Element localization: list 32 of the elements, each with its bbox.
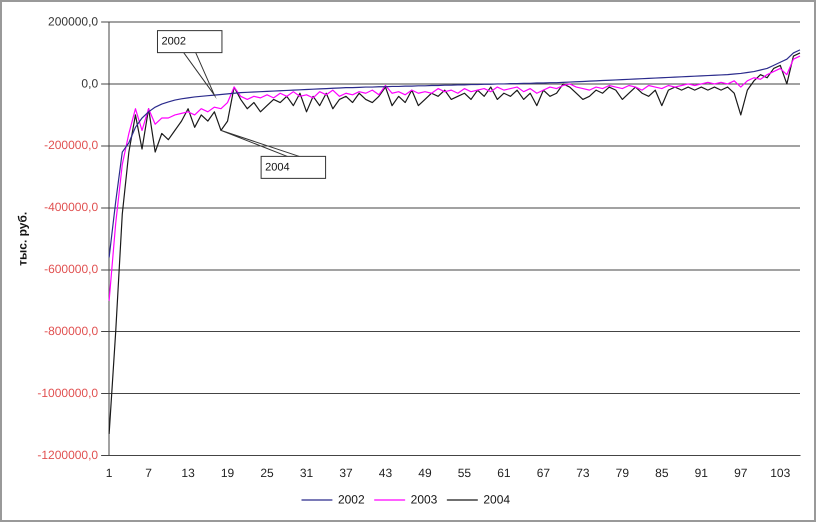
x-tick-label: 13: [181, 466, 196, 480]
x-tick-label: 49: [418, 466, 432, 480]
x-tick-label: 67: [536, 466, 550, 480]
x-tick-label: 19: [220, 466, 235, 480]
y-tick-label: 0,0: [81, 76, 98, 90]
x-tick-label: 103: [770, 466, 791, 480]
x-tick-label: 73: [576, 466, 590, 480]
annotation: 2002: [161, 36, 186, 48]
y-tick-label: -800000,0: [44, 324, 98, 338]
y-tick-label: -600000,0: [44, 262, 98, 276]
x-tick-label: 31: [300, 466, 314, 480]
legend-label: 2004: [483, 492, 510, 506]
x-tick-label: 91: [694, 466, 708, 480]
y-tick-label: -1200000,0: [37, 448, 98, 462]
y-tick-label: -200000,0: [44, 138, 98, 152]
x-tick-label: 43: [378, 466, 392, 480]
x-tick-label: 1: [106, 466, 113, 480]
y-tick-label: -1000000,0: [37, 386, 98, 400]
y-tick-label: -400000,0: [44, 200, 98, 214]
x-tick-label: 85: [655, 466, 669, 480]
legend-label: 2003: [410, 492, 438, 506]
x-tick-label: 79: [616, 466, 630, 480]
annotation: 2004: [265, 161, 290, 174]
x-tick-label: 61: [497, 466, 511, 480]
x-tick-label: 37: [339, 466, 353, 480]
legend-label: 2002: [338, 492, 365, 506]
y-axis-title: тыс. руб.: [16, 212, 30, 266]
x-tick-label: 55: [458, 466, 472, 480]
x-tick-label: 25: [260, 466, 274, 480]
x-tick-label: 7: [145, 466, 152, 480]
x-tick-label: 97: [734, 466, 748, 480]
y-tick-label: 200000,0: [48, 14, 98, 28]
